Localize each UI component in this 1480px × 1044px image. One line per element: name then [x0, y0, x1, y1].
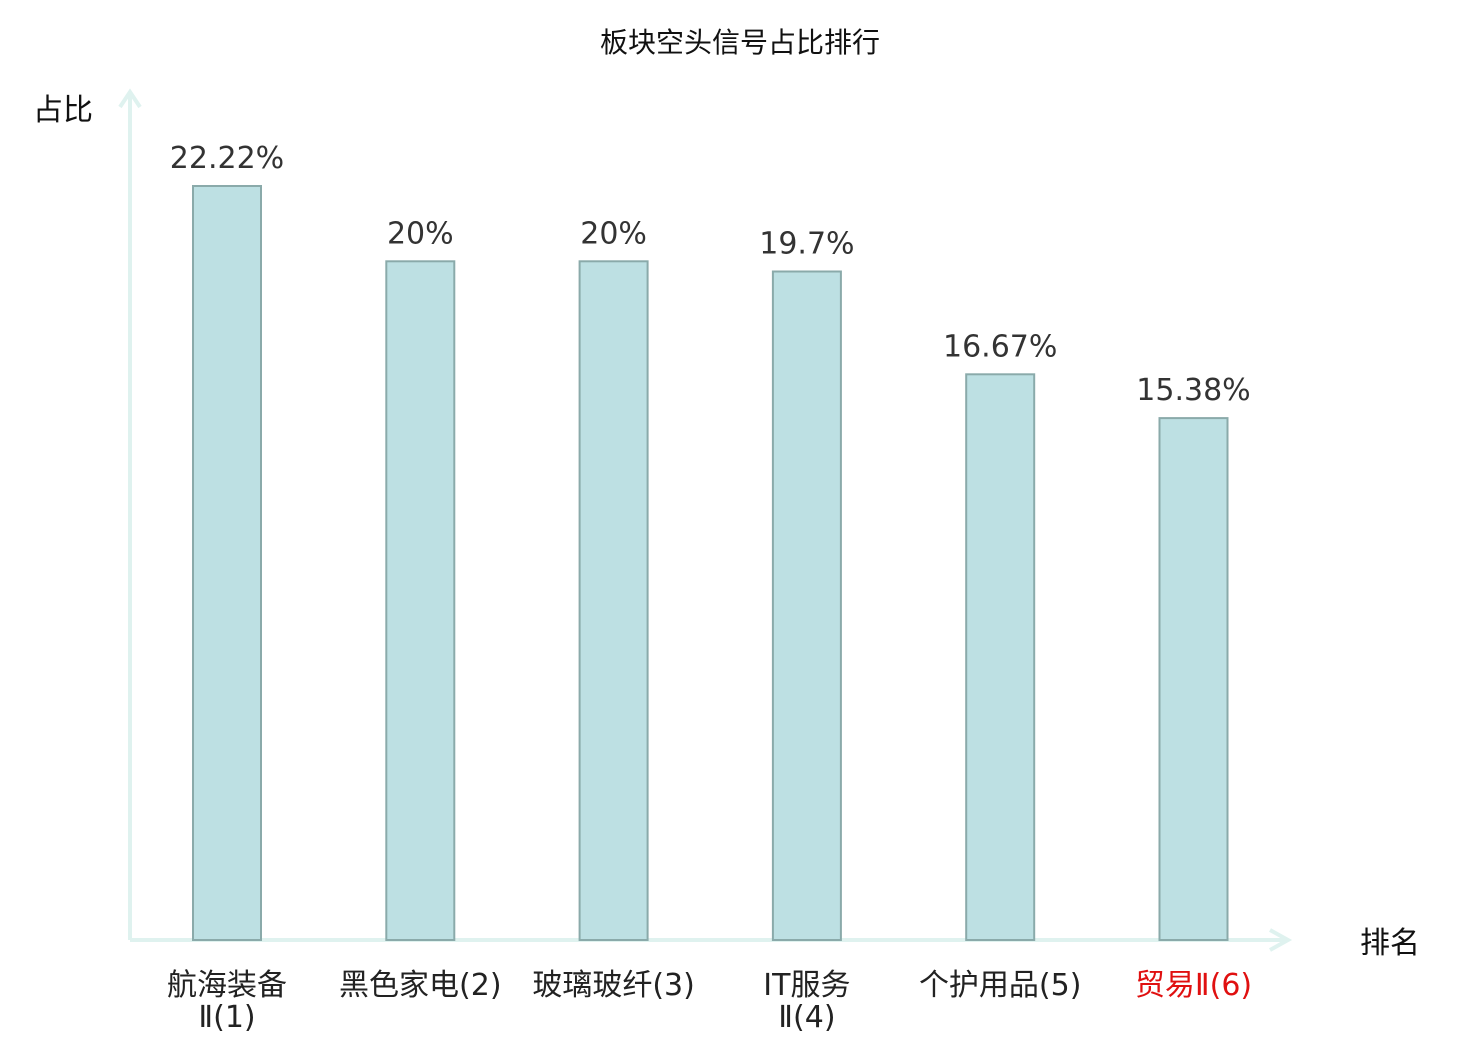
- chart-title: 板块空头信号占比排行: [600, 26, 880, 59]
- x-axis-arrow: [1269, 928, 1293, 952]
- y-axis-arrow: [118, 88, 142, 109]
- bar-2: [385, 260, 456, 941]
- category-label-4-line-2: Ⅱ(4): [778, 1000, 835, 1035]
- value-label-3: 20%: [580, 216, 647, 251]
- value-label-1: 22.22%: [170, 141, 284, 176]
- bar-5: [965, 373, 1036, 941]
- category-label-1-line-2: Ⅱ(1): [198, 1000, 255, 1035]
- value-label-4: 19.7%: [759, 227, 854, 262]
- bar-6: [1158, 417, 1229, 942]
- bars-group: [192, 185, 1229, 942]
- axes: [118, 88, 1293, 952]
- value-label-6: 15.38%: [1136, 373, 1250, 408]
- value-labels-group: 22.22% 20% 20% 19.7% 16.67% 15.38%: [170, 141, 1251, 408]
- value-label-5: 16.67%: [943, 329, 1057, 364]
- bar-3: [578, 260, 649, 941]
- bar-1: [192, 185, 262, 941]
- category-label-1-line-1: 航海装备: [167, 968, 287, 1003]
- category-label-5: 个护用品(5): [919, 968, 1082, 1003]
- category-label-6: 贸易Ⅱ(6): [1135, 968, 1252, 1003]
- category-label-2: 黑色家电(2): [339, 968, 502, 1003]
- bar-4: [771, 270, 842, 941]
- category-label-4-line-1: IT服务: [763, 968, 850, 1003]
- value-label-2: 20%: [387, 216, 454, 251]
- category-label-3: 玻璃玻纤(3): [532, 968, 695, 1003]
- x-axis-label: 排名: [1360, 926, 1420, 961]
- y-axis-label: 占比: [33, 93, 93, 128]
